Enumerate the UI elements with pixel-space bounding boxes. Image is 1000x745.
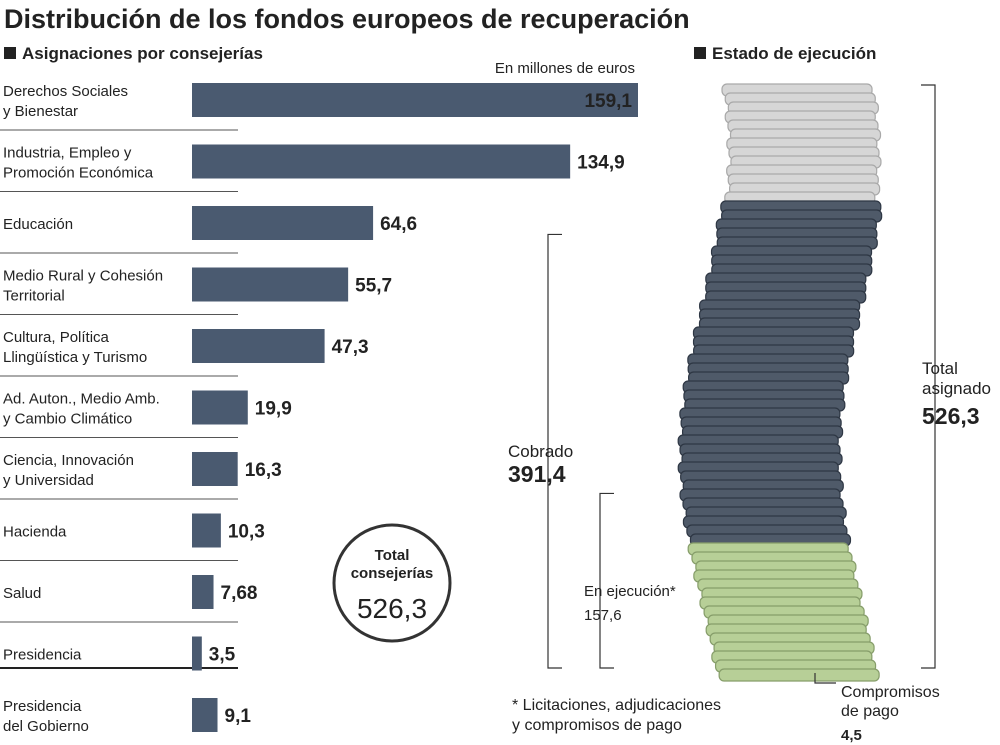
category-label: Medio Rural y Cohesión Territorial (3, 268, 163, 305)
value-label: 3,5 (209, 645, 236, 666)
category-label: Presidencia (3, 647, 82, 664)
total-value: 526,3 (357, 593, 427, 624)
collected-label: Cobrado (508, 442, 573, 461)
total-assigned-label: Total asignado (922, 359, 991, 398)
value-label: 64,6 (380, 214, 417, 235)
total-circle (332, 523, 452, 643)
in-progress-value: 157,6 (584, 607, 622, 624)
bar (192, 698, 218, 732)
bar (192, 329, 325, 363)
execution-title: Estado de ejecución (712, 44, 876, 63)
category-label: Educación (3, 216, 73, 233)
bar (192, 636, 202, 671)
unit-label: En millones de euros (495, 60, 635, 77)
bar (192, 83, 638, 117)
bar (192, 452, 238, 486)
section-marker (694, 47, 706, 59)
category-label: Ciencia, Innovación y Universidad (3, 452, 134, 489)
category-label: Salud (3, 585, 41, 602)
total-bracket (921, 84, 936, 669)
subtitle: Asignaciones por consejerías (22, 44, 263, 63)
total-label: Total consejerías (351, 547, 434, 582)
footnote: * Licitaciones, adjudicaciones y compromi… (512, 697, 721, 734)
commitments-value: 4,5 (841, 727, 862, 744)
value-label: 19,9 (255, 399, 292, 420)
value-label: 47,3 (332, 337, 369, 358)
category-label: Hacienda (3, 524, 67, 541)
value-label: 159,1 (584, 91, 632, 112)
commitments-bracket (814, 673, 836, 684)
value-label: 10,3 (228, 522, 265, 543)
category-label: Presidencia del Gobierno (3, 698, 89, 735)
bar (192, 206, 374, 240)
category-label: Ad. Auton., Medio Amb. y Cambio Climático (3, 391, 160, 428)
bar (192, 267, 349, 302)
in-progress-bracket (599, 492, 614, 669)
value-label: 9,1 (225, 706, 252, 727)
commitments-label: Compromisos de pago (841, 684, 940, 720)
bar (192, 575, 214, 609)
bar (192, 390, 248, 425)
bar (192, 144, 571, 179)
total-assigned-value: 526,3 (922, 403, 980, 429)
value-label: 16,3 (245, 460, 282, 481)
category-label: Derechos Sociales y Bienestar (3, 83, 128, 120)
value-label: 134,9 (577, 153, 625, 174)
category-label: Cultura, Política Llingüística y Turismo (3, 329, 147, 366)
section-marker (4, 47, 16, 59)
chart-title: Distribución de los fondos europeos de r… (4, 4, 690, 34)
in-progress-label: En ejecución* (584, 583, 676, 600)
coin-stack (677, 83, 883, 682)
collected-value: 391,4 (508, 461, 566, 487)
value-label: 55,7 (355, 276, 392, 297)
value-label: 7,68 (221, 583, 258, 604)
collected-bracket (547, 233, 562, 669)
bar (192, 513, 221, 548)
coin (718, 668, 880, 682)
category-label: Industria, Empleo y Promoción Económica (3, 145, 154, 182)
